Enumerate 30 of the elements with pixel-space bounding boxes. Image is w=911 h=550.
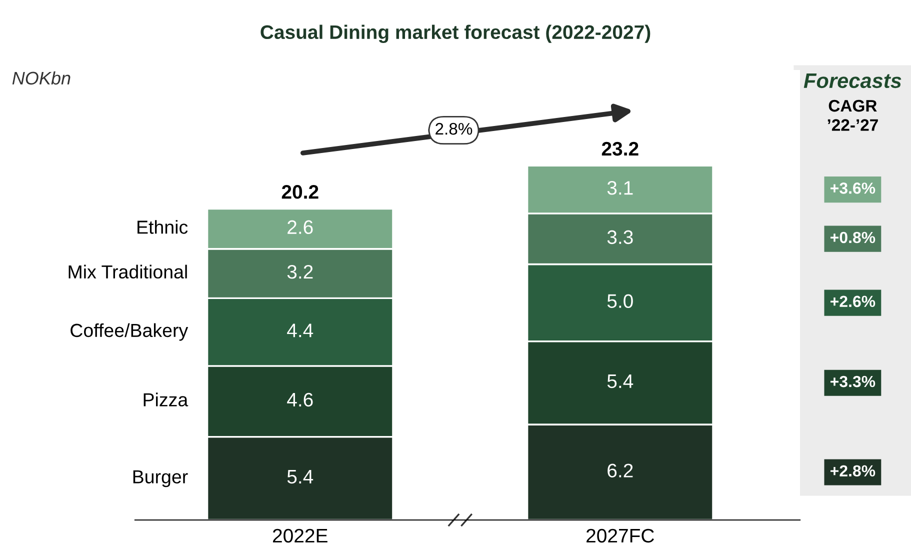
data-label: 3.2 — [287, 264, 313, 279]
series-label: Burger — [133, 470, 188, 488]
x-tick-label: 2022E — [272, 528, 328, 543]
data-label: 5.4 — [287, 470, 314, 484]
series-label: Ethnic — [138, 220, 188, 234]
text: 2.8% — [436, 122, 472, 135]
data-label: 3.1 — [607, 181, 633, 195]
text: +2.6% — [830, 296, 876, 308]
series-label: Mix Traditional — [68, 264, 187, 279]
data-label: 4.4 — [287, 324, 314, 338]
data-label: 5.0 — [607, 294, 633, 308]
data-label: 6.2 — [608, 464, 633, 478]
text: NOKbn — [12, 71, 70, 85]
series-label: Pizza — [144, 392, 188, 406]
text: ’22-’27 — [828, 119, 878, 131]
text: Forecasts — [804, 74, 902, 88]
text: +3.3% — [830, 376, 876, 388]
text: +2.8% — [830, 465, 876, 477]
text: +3.6% — [830, 182, 876, 194]
series-label: Coffee/Bakery — [70, 323, 188, 341]
total-label: 23.2 — [602, 142, 638, 156]
data-label: 2.6 — [288, 220, 313, 234]
data-label: 3.3 — [607, 230, 633, 244]
chart-title: Casual Dining market forecast (2022-2027) — [260, 24, 650, 43]
data-label: 4.6 — [287, 392, 313, 407]
data-label: 5.4 — [607, 374, 634, 388]
total-label: 20.2 — [282, 185, 318, 199]
text: CAGR — [828, 100, 877, 112]
x-tick-label: 2027FC — [586, 528, 654, 543]
text: +0.8% — [830, 232, 876, 244]
